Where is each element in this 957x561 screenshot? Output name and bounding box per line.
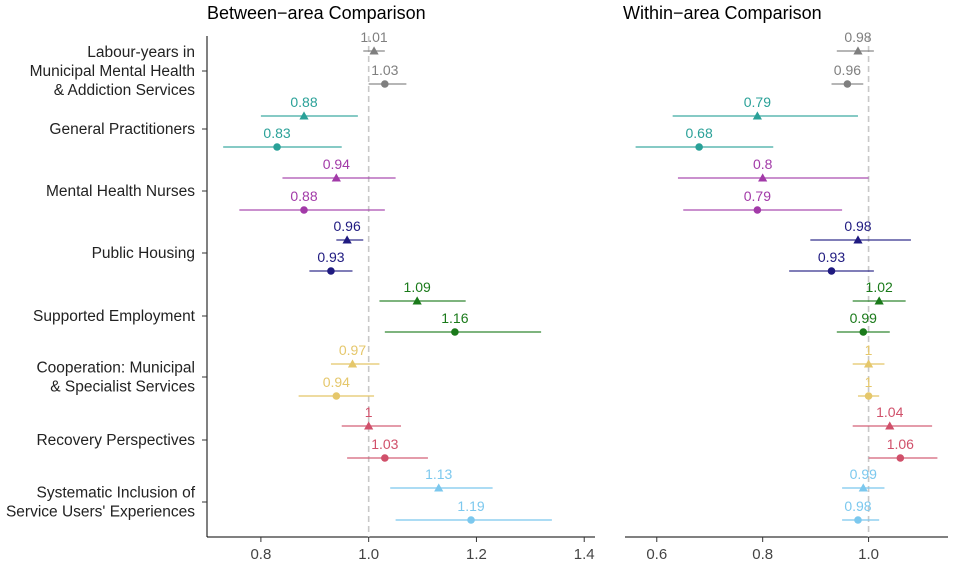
panel-title-0: Between−area Comparison — [207, 3, 426, 23]
value-label-0-0-1: 0.88 — [290, 94, 317, 110]
value-label-0-0-0: 1.01 — [360, 29, 387, 45]
value-label-0-0-6: 1 — [365, 404, 373, 420]
value-label-0-1-0: 1.03 — [371, 62, 398, 78]
point-triangle-1-1 — [752, 111, 762, 120]
category-label-3-line-0: Public Housing — [92, 245, 195, 262]
point-circle-1-7 — [854, 516, 862, 524]
point-triangle-0-2 — [331, 173, 341, 182]
value-label-1-1-5: 1 — [865, 374, 873, 390]
point-circle-0-6 — [381, 454, 389, 462]
value-label-0-1-2: 0.88 — [290, 188, 317, 204]
point-circle-0-2 — [300, 206, 308, 214]
x-tick-label-0-3: 1.4 — [574, 546, 595, 561]
value-label-1-0-2: 0.8 — [753, 156, 773, 172]
value-label-0-0-3: 0.96 — [333, 218, 360, 234]
value-label-0-1-1: 0.83 — [263, 125, 290, 141]
value-label-0-1-6: 1.03 — [371, 436, 398, 452]
value-label-1-0-1: 0.79 — [744, 94, 771, 110]
category-label-0-line-2: & Addiction Services — [54, 82, 196, 99]
category-label-5-line-1: & Specialist Services — [50, 379, 195, 396]
value-label-1-1-1: 0.68 — [686, 125, 713, 141]
value-label-0-0-4: 1.09 — [404, 279, 431, 295]
point-triangle-0-7 — [434, 483, 444, 492]
point-triangle-0-4 — [412, 296, 422, 305]
point-circle-1-0 — [843, 80, 852, 88]
value-label-1-1-2: 0.79 — [744, 188, 771, 204]
x-tick-label-1-1: 0.8 — [752, 546, 773, 561]
point-triangle-1-7 — [858, 483, 868, 492]
x-tick-label-0-2: 1.2 — [466, 546, 487, 561]
point-triangle-1-4 — [874, 296, 884, 305]
value-label-1-0-6: 1.04 — [876, 404, 903, 420]
point-triangle-0-3 — [342, 235, 352, 244]
point-circle-1-3 — [827, 267, 836, 275]
point-triangle-0-6 — [364, 421, 374, 430]
category-label-7-line-0: Systematic Inclusion of — [36, 485, 195, 502]
category-label-4-line-0: Supported Employment — [33, 308, 196, 325]
value-label-1-1-7: 0.98 — [844, 498, 871, 514]
value-label-1-1-4: 0.99 — [850, 310, 877, 326]
point-triangle-1-2 — [758, 173, 768, 182]
point-circle-0-4 — [451, 328, 459, 336]
point-triangle-1-0 — [853, 46, 863, 55]
x-tick-label-0-1: 1.0 — [358, 546, 379, 561]
value-label-1-0-4: 1.02 — [866, 279, 893, 295]
value-label-1-0-5: 1 — [865, 342, 873, 358]
point-circle-1-5 — [864, 392, 873, 400]
value-label-0-1-3: 0.93 — [317, 249, 344, 265]
value-label-0-0-7: 1.13 — [425, 466, 452, 482]
category-label-1-line-0: General Practitioners — [49, 121, 195, 138]
point-triangle-0-0 — [369, 46, 379, 55]
category-label-0-line-1: Municipal Mental Health — [30, 63, 195, 80]
point-circle-0-1 — [273, 143, 281, 151]
point-circle-1-6 — [896, 454, 905, 462]
point-circle-1-1 — [695, 143, 703, 151]
x-tick-label-1-2: 1.0 — [858, 546, 879, 561]
value-label-0-1-4: 1.16 — [441, 310, 468, 326]
category-label-7-line-1: Service Users' Experiences — [6, 504, 195, 521]
point-circle-0-7 — [467, 516, 475, 524]
value-label-0-1-7: 1.19 — [457, 498, 484, 514]
x-tick-label-0-0: 0.8 — [250, 546, 271, 561]
point-triangle-1-6 — [885, 421, 895, 430]
value-label-0-0-5: 0.97 — [339, 342, 366, 358]
x-tick-label-1-0: 0.6 — [646, 546, 667, 561]
category-label-6-line-0: Recovery Perspectives — [36, 432, 195, 449]
point-triangle-1-3 — [853, 235, 863, 244]
point-triangle-1-5 — [863, 359, 874, 368]
point-triangle-0-5 — [347, 359, 358, 368]
category-label-0-line-0: Labour-years in — [87, 44, 195, 61]
value-label-1-0-0: 0.98 — [844, 29, 871, 45]
value-label-1-1-6: 1.06 — [887, 436, 914, 452]
value-label-0-0-2: 0.94 — [323, 156, 350, 172]
point-circle-1-2 — [753, 206, 762, 214]
point-circle-0-0 — [381, 80, 389, 88]
value-label-0-1-5: 0.94 — [323, 374, 350, 390]
value-label-1-1-0: 0.96 — [834, 62, 861, 78]
point-circle-0-5 — [332, 392, 341, 400]
value-label-1-0-7: 0.99 — [850, 466, 877, 482]
category-label-5-line-0: Cooperation: Municipal — [36, 360, 195, 377]
point-triangle-0-1 — [299, 111, 309, 120]
point-circle-0-3 — [327, 267, 335, 275]
panel-title-1: Within−area Comparison — [623, 3, 822, 23]
value-label-1-1-3: 0.93 — [818, 249, 845, 265]
category-label-2-line-0: Mental Health Nurses — [46, 183, 195, 200]
value-label-1-0-3: 0.98 — [844, 218, 871, 234]
point-circle-1-4 — [859, 328, 868, 336]
